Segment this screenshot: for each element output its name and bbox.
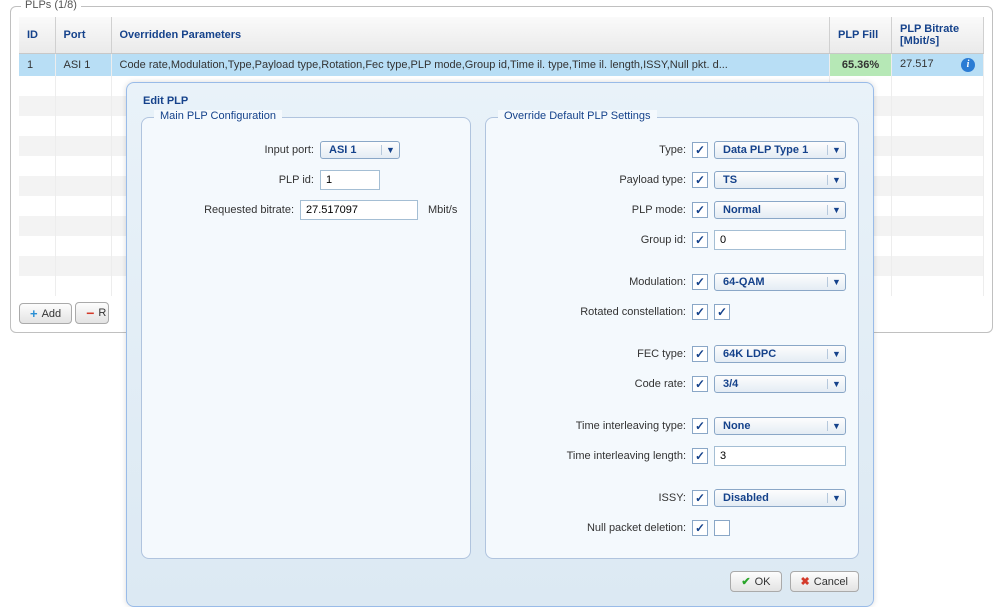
groupid-label: Group id: xyxy=(641,234,686,246)
cell-id: 1 xyxy=(19,54,55,77)
remove-button[interactable]: − R xyxy=(75,302,109,324)
tillen-label: Time interleaving length: xyxy=(567,450,686,462)
nullpkt-label: Null packet deletion: xyxy=(587,522,686,534)
fectype-select[interactable]: 64K LDPC ▼ xyxy=(714,345,846,363)
type-value: Data PLP Type 1 xyxy=(723,144,808,156)
plpmode-select[interactable]: Normal ▼ xyxy=(714,201,846,219)
coderate-override-check[interactable]: ✓ xyxy=(692,376,708,392)
tiltype-select[interactable]: None ▼ xyxy=(714,417,846,435)
close-icon: ✖ xyxy=(801,575,810,588)
check-icon: ✔ xyxy=(741,575,750,588)
coderate-select[interactable]: 3/4 ▼ xyxy=(714,375,846,393)
plpmode-value: Normal xyxy=(723,204,761,216)
chevron-down-icon: ▼ xyxy=(827,145,841,155)
type-override-check[interactable]: ✓ xyxy=(692,142,708,158)
input-port-select[interactable]: ASI 1 ▼ xyxy=(320,141,400,159)
payload-override-check[interactable]: ✓ xyxy=(692,172,708,188)
main-config-group: Main PLP Configuration Input port: ASI 1… xyxy=(141,117,471,559)
main-legend: Main PLP Configuration xyxy=(154,110,282,122)
minus-icon: − xyxy=(86,306,94,320)
tiltype-override-check[interactable]: ✓ xyxy=(692,418,708,434)
rotconst-override-check[interactable]: ✓ xyxy=(692,304,708,320)
modulation-override-check[interactable]: ✓ xyxy=(692,274,708,290)
payload-value: TS xyxy=(723,174,737,186)
col-fill[interactable]: PLP Fill xyxy=(830,17,892,54)
plp-id-label: PLP id: xyxy=(279,174,314,186)
remove-label: R xyxy=(98,307,106,319)
type-label: Type: xyxy=(659,144,686,156)
plp-id-input[interactable] xyxy=(320,170,380,190)
ok-button[interactable]: ✔ OK xyxy=(730,571,781,592)
rotconst-value-check[interactable]: ✓ xyxy=(714,304,730,320)
col-bitrate[interactable]: PLP Bitrate [Mbit/s] xyxy=(892,17,984,54)
cancel-label: Cancel xyxy=(814,576,848,588)
col-port[interactable]: Port xyxy=(55,17,111,54)
tiltype-label: Time interleaving type: xyxy=(576,420,686,432)
add-button[interactable]: + Add xyxy=(19,303,72,324)
chevron-down-icon: ▼ xyxy=(827,277,841,287)
bitrate-value: 27.517 xyxy=(900,58,934,70)
table-header-row: ID Port Overridden Parameters PLP Fill P… xyxy=(19,17,984,54)
issy-select[interactable]: Disabled ▼ xyxy=(714,489,846,507)
modulation-select[interactable]: 64-QAM ▼ xyxy=(714,273,846,291)
cell-overridden: Code rate,Modulation,Type,Payload type,R… xyxy=(111,54,830,77)
dialog-buttons: ✔ OK ✖ Cancel xyxy=(141,571,859,592)
fectype-override-check[interactable]: ✓ xyxy=(692,346,708,362)
tiltype-value: None xyxy=(723,420,751,432)
coderate-label: Code rate: xyxy=(635,378,686,390)
groupid-input[interactable] xyxy=(714,230,846,250)
plpmode-override-check[interactable]: ✓ xyxy=(692,202,708,218)
cell-port: ASI 1 xyxy=(55,54,111,77)
groupid-override-check[interactable]: ✓ xyxy=(692,232,708,248)
modulation-label: Modulation: xyxy=(629,276,686,288)
fectype-value: 64K LDPC xyxy=(723,348,776,360)
rotconst-label: Rotated constellation: xyxy=(580,306,686,318)
plpmode-label: PLP mode: xyxy=(632,204,686,216)
ok-label: OK xyxy=(755,576,771,588)
info-icon[interactable]: i xyxy=(961,58,975,72)
cancel-button[interactable]: ✖ Cancel xyxy=(790,571,859,592)
col-overridden[interactable]: Overridden Parameters xyxy=(111,17,830,54)
fectype-label: FEC type: xyxy=(637,348,686,360)
coderate-value: 3/4 xyxy=(723,378,738,390)
payload-select[interactable]: TS ▼ xyxy=(714,171,846,189)
nullpkt-value-check[interactable] xyxy=(714,520,730,536)
nullpkt-override-check[interactable]: ✓ xyxy=(692,520,708,536)
edit-plp-dialog: Edit PLP Main PLP Configuration Input po… xyxy=(126,82,874,607)
plus-icon: + xyxy=(30,307,38,320)
input-port-value: ASI 1 xyxy=(329,144,357,156)
type-select[interactable]: Data PLP Type 1 ▼ xyxy=(714,141,846,159)
tillen-override-check[interactable]: ✓ xyxy=(692,448,708,464)
table-row[interactable]: 1 ASI 1 Code rate,Modulation,Type,Payloa… xyxy=(19,54,984,77)
chevron-down-icon: ▼ xyxy=(827,379,841,389)
req-bitrate-input[interactable] xyxy=(300,200,418,220)
issy-value: Disabled xyxy=(723,492,769,504)
chevron-down-icon: ▼ xyxy=(381,145,395,155)
issy-override-check[interactable]: ✓ xyxy=(692,490,708,506)
payload-label: Payload type: xyxy=(619,174,686,186)
chevron-down-icon: ▼ xyxy=(827,421,841,431)
bitrate-unit: Mbit/s xyxy=(428,204,458,216)
modulation-value: 64-QAM xyxy=(723,276,765,288)
add-label: Add xyxy=(42,308,62,320)
chevron-down-icon: ▼ xyxy=(827,349,841,359)
input-port-label: Input port: xyxy=(264,144,314,156)
override-group: Override Default PLP Settings Type: ✓ Da… xyxy=(485,117,859,559)
issy-label: ISSY: xyxy=(658,492,686,504)
tillen-input[interactable] xyxy=(714,446,846,466)
plps-legend: PLPs (1/8) xyxy=(21,0,81,11)
override-legend: Override Default PLP Settings xyxy=(498,110,657,122)
chevron-down-icon: ▼ xyxy=(827,175,841,185)
req-bitrate-label: Requested bitrate: xyxy=(204,204,294,216)
chevron-down-icon: ▼ xyxy=(827,493,841,503)
cell-bitrate: 27.517 i xyxy=(892,54,984,77)
col-id[interactable]: ID xyxy=(19,17,55,54)
cell-fill: 65.36% xyxy=(830,54,892,77)
chevron-down-icon: ▼ xyxy=(827,205,841,215)
